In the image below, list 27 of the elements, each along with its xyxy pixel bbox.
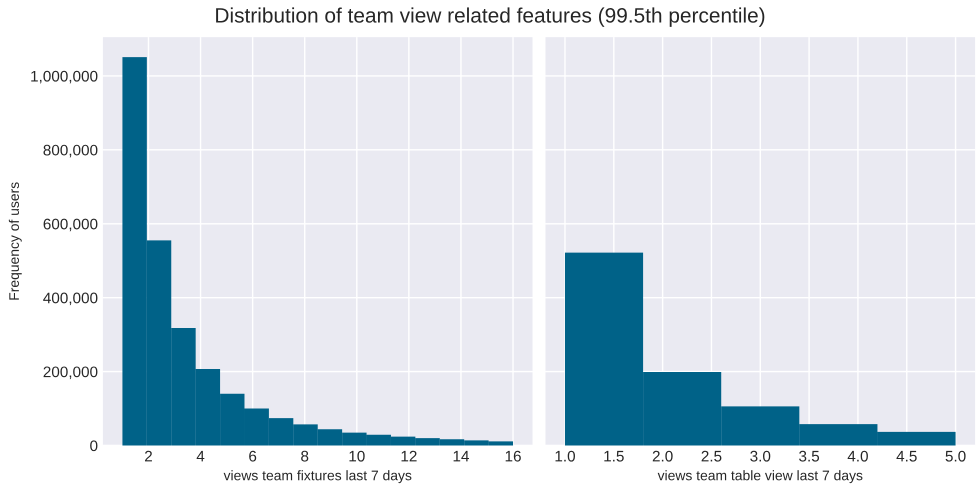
y-axis-title: Frequency of users (8, 182, 22, 300)
x-tick-label: 4.0 (848, 450, 868, 462)
x-axis-title: views team table view last 7 days (658, 470, 862, 484)
x-tick-label: 2.5 (702, 450, 722, 462)
x-tick-label: 1.0 (556, 450, 575, 462)
x-tick-label: 2.0 (652, 450, 673, 462)
x-axis-title: views team fixtures last 7 days (224, 470, 412, 484)
chart-title: Distribution of team view related features (99.5th percentile) (216, 7, 764, 27)
y-tick-label: 400,000 (43, 292, 98, 306)
x-tick-label: 6 (249, 450, 256, 462)
y-tick-label: 200,000 (44, 366, 98, 380)
x-tick-label: 1.5 (604, 450, 624, 462)
x-tick-label: 16 (506, 450, 521, 462)
x-tick-label: 5.0 (946, 450, 966, 462)
y-tick-label: 1,000,000 (31, 70, 98, 84)
x-tick-label: 2 (144, 450, 152, 462)
x-tick-label: 3.5 (799, 450, 820, 462)
x-tick-label: 4.5 (896, 450, 917, 462)
x-tick-label: 8 (301, 450, 308, 462)
x-tick-label: 10 (349, 450, 365, 462)
x-tick-label: 3.0 (750, 450, 770, 462)
x-tick-label: 4 (196, 450, 204, 462)
y-tick-label: 600,000 (44, 218, 98, 232)
x-tick-label: 12 (402, 450, 417, 462)
y-tick-label: 800,000 (43, 144, 98, 158)
x-tick-label: 14 (454, 450, 469, 462)
y-tick-label: 0 (90, 440, 98, 452)
